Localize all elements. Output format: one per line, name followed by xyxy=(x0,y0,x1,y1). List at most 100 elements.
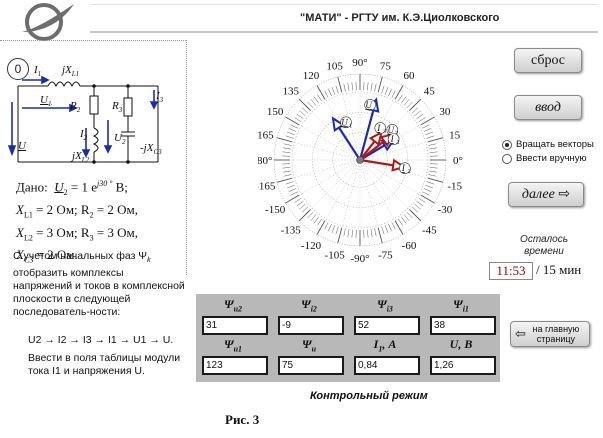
tick-mark xyxy=(283,174,292,177)
vector-label-bg xyxy=(399,162,411,174)
tick-mark xyxy=(418,117,426,123)
tick-mark xyxy=(423,188,432,192)
angle-label: -30 xyxy=(438,204,453,216)
psi-u1-field[interactable]: 123 xyxy=(202,356,268,375)
tick-mark xyxy=(429,170,438,173)
tick-mark xyxy=(420,116,435,126)
phasor-arrowhead[interactable] xyxy=(331,116,345,132)
header-title: "МАТИ" - РГТУ им. К.Э.Циолковского xyxy=(300,12,500,24)
tick-mark xyxy=(288,128,297,132)
tick-mark xyxy=(301,107,309,114)
phasor-arrowhead[interactable] xyxy=(368,130,383,147)
radio-manual[interactable]: Ввести вручную xyxy=(502,153,587,164)
tick-mark xyxy=(313,96,320,104)
angle-label: -45 xyxy=(422,224,437,236)
label-U2: U2 xyxy=(114,132,126,147)
tick-mark xyxy=(337,227,343,244)
timer-total: / 15 мин xyxy=(536,262,582,277)
angle-label: 135 xyxy=(282,86,299,98)
tick-mark xyxy=(347,82,350,91)
tick-mark xyxy=(409,98,422,111)
tick-mark xyxy=(287,184,295,189)
angle-label: 0° xyxy=(453,155,463,167)
tick-mark xyxy=(296,200,304,207)
vector-label: U xyxy=(388,125,395,135)
tick-mark xyxy=(335,226,339,235)
angle-label: -105 xyxy=(325,250,346,262)
angle-label: -75 xyxy=(378,250,393,262)
psi-u2-field[interactable]: 31 xyxy=(202,316,268,335)
tick-mark xyxy=(420,194,435,204)
variant-badge: 0 xyxy=(7,58,29,80)
vector-label-sub: 2 xyxy=(395,131,398,137)
radio-rotate-dot[interactable] xyxy=(502,139,512,150)
tick-mark xyxy=(374,228,377,237)
tick-mark xyxy=(299,110,306,117)
phasor-diagram[interactable]: 0°153045607590°105120135150165180°-15-30… xyxy=(258,30,486,280)
mode-label: Контрольный режим xyxy=(310,390,428,402)
given-block: Дано: U2 = 1 ej30 ° В; XL1 = 2 Ом; R2 = … xyxy=(16,179,139,265)
angle-label: 90° xyxy=(352,57,367,69)
vector-label: I xyxy=(401,163,406,173)
header-u: U, В xyxy=(449,337,473,351)
reset-button[interactable]: сброс xyxy=(514,48,582,73)
tick-mark xyxy=(418,197,426,203)
psi-i1-field[interactable]: 38 xyxy=(430,316,496,335)
tick-mark xyxy=(351,82,353,91)
angle-label: 15 xyxy=(449,130,461,142)
psi-i3-field[interactable]: 52 xyxy=(354,316,420,335)
angle-label: 30 xyxy=(439,106,451,118)
tick-mark xyxy=(298,98,311,111)
tick-mark xyxy=(411,206,419,213)
psi-u-field[interactable]: 75 xyxy=(278,356,344,375)
tick-mark xyxy=(328,223,332,232)
vector-label-sub: 2 xyxy=(408,169,411,175)
enter-button[interactable]: ввод xyxy=(514,95,582,120)
tick-mark xyxy=(394,220,404,235)
psi-i2-field[interactable]: -9 xyxy=(278,316,344,335)
tick-mark xyxy=(335,85,339,94)
header-top-line xyxy=(90,4,598,5)
tick-mark xyxy=(276,177,293,183)
arrow-left-icon: ⇦ xyxy=(515,326,526,341)
radial-line xyxy=(342,94,361,161)
tick-mark xyxy=(414,110,421,117)
tick-mark xyxy=(285,135,294,139)
next-button[interactable]: далее ⇨ xyxy=(508,182,584,207)
tick-mark xyxy=(416,113,424,120)
tick-mark xyxy=(425,184,433,189)
radial-line xyxy=(359,159,378,226)
next-label: далее xyxy=(521,187,555,202)
vector-label: I xyxy=(390,134,395,144)
vector-label-bg xyxy=(364,99,376,111)
label-jXL1: jXL1 xyxy=(62,64,80,79)
angle-label: 75 xyxy=(380,60,392,72)
tick-mark xyxy=(301,206,309,213)
main-page-button[interactable]: ⇦ на главную страницу xyxy=(510,321,590,347)
tick-mark xyxy=(397,94,403,102)
tick-mark xyxy=(317,218,323,226)
angle-label: 105 xyxy=(326,60,343,72)
tick-mark xyxy=(381,85,385,94)
i1-field[interactable]: 0,84 xyxy=(354,356,420,375)
left-panel-top-border xyxy=(0,40,186,41)
tick-mark xyxy=(285,116,300,126)
tick-mark xyxy=(394,85,404,100)
header-psi-u2: Ψu2 xyxy=(223,297,243,314)
radio-manual-dot[interactable] xyxy=(502,153,512,164)
tick-mark xyxy=(296,113,304,120)
tick-mark xyxy=(422,124,430,129)
tick-mark xyxy=(307,101,314,109)
vector-label: I xyxy=(376,123,381,133)
radial-line xyxy=(300,159,361,195)
tick-mark xyxy=(310,99,317,106)
u-field[interactable]: 1,26 xyxy=(430,356,496,375)
tick-mark xyxy=(288,188,297,192)
label-R3: R3 xyxy=(112,100,123,115)
figure-caption: Рис. 3 xyxy=(225,412,260,427)
radio-rotate[interactable]: Вращать векторы xyxy=(502,139,594,150)
angle-label: -135 xyxy=(281,224,302,236)
radial-line xyxy=(311,111,361,161)
instruction-text: С учетом начальных фаз Ψk отобразить ком… xyxy=(13,250,185,319)
